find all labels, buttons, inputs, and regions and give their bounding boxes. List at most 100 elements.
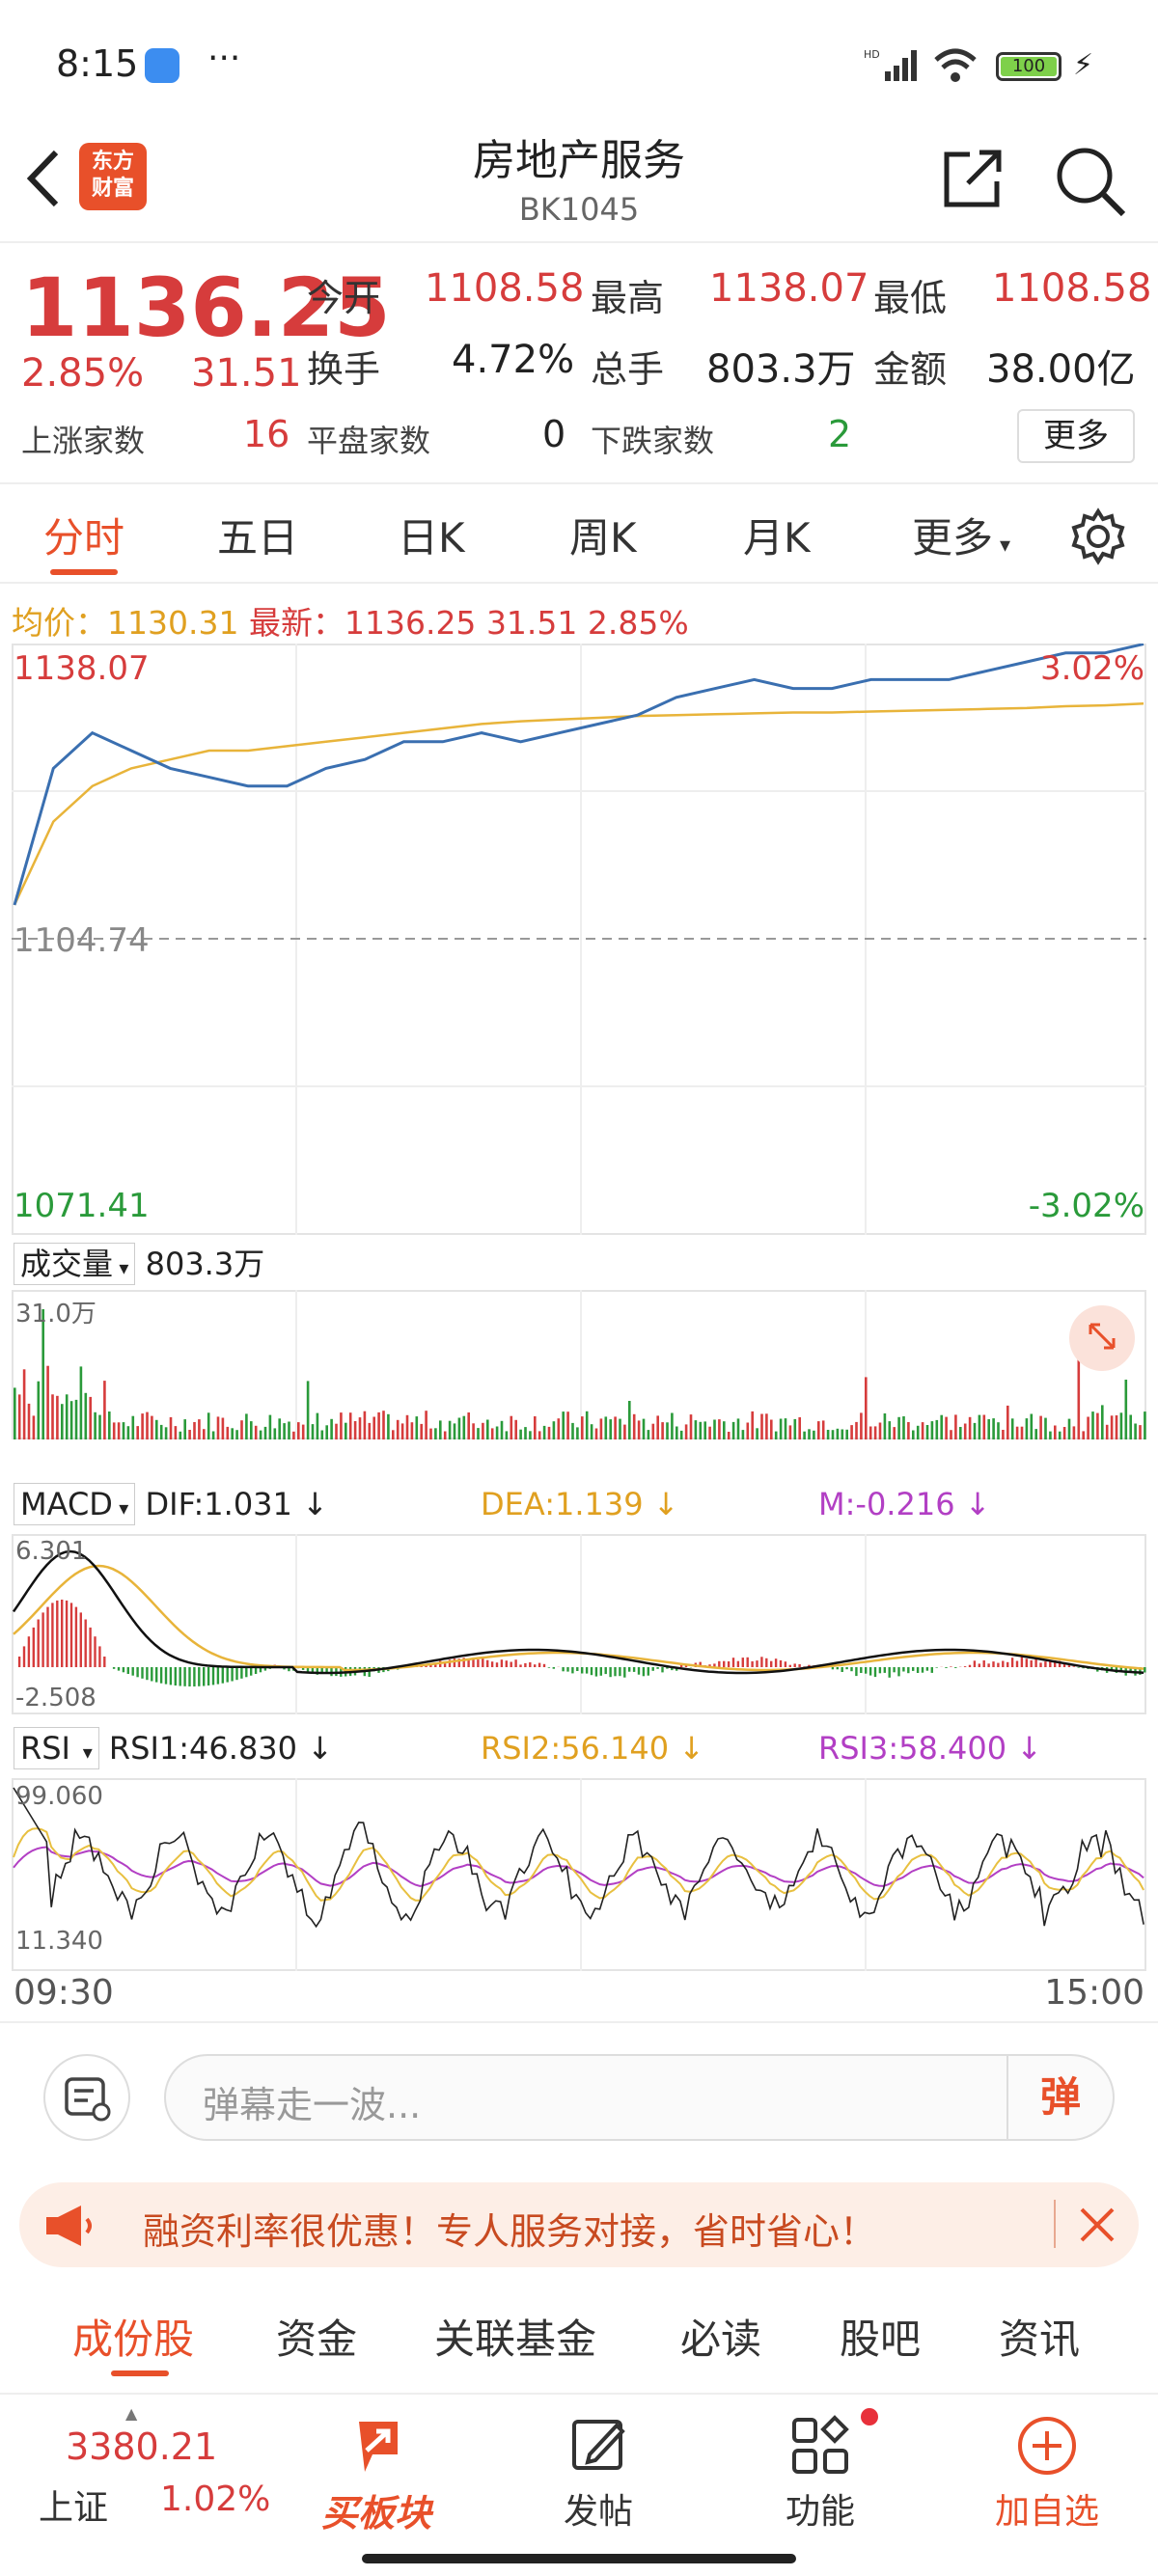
subtab-news[interactable]: 资讯 xyxy=(999,2316,1081,2363)
volume-bar xyxy=(259,1430,262,1439)
volume-bar xyxy=(198,1419,201,1439)
volume-chart[interactable] xyxy=(12,1290,1146,1439)
macd-bar xyxy=(1144,1667,1146,1673)
macd-bar xyxy=(51,1603,54,1667)
volume-bar xyxy=(1067,1418,1071,1439)
subtab-related-funds[interactable]: 关联基金 xyxy=(434,2316,597,2363)
volume-bar xyxy=(865,1377,868,1439)
tab-weekly-k[interactable]: 周K xyxy=(569,514,637,562)
close-icon[interactable] xyxy=(1076,2204,1118,2246)
page-title: 房地产服务 xyxy=(473,136,685,185)
macd-bar xyxy=(1077,1667,1080,1668)
macd-bar xyxy=(245,1667,248,1678)
macd-indicator-select[interactable]: MACD ▾ xyxy=(14,1483,136,1525)
amount-value: 38.00亿 xyxy=(986,347,1136,392)
danmu-input[interactable]: 弹幕走一波... 弹 xyxy=(164,2054,1115,2141)
macd-bar xyxy=(254,1667,258,1674)
danmu-send-button[interactable]: 弹 xyxy=(1006,2056,1113,2139)
volume-bar xyxy=(788,1425,792,1439)
volume-bar xyxy=(122,1422,125,1439)
more-button[interactable]: 更多 xyxy=(1017,409,1135,463)
macd-bar xyxy=(784,1661,787,1667)
rsi-indicator-select[interactable]: RSI ▾ xyxy=(14,1727,99,1769)
volume-bar xyxy=(392,1430,395,1439)
volume-bar xyxy=(231,1428,234,1439)
volume-bar xyxy=(108,1411,111,1439)
price-bottom-label: 1071.41 xyxy=(14,1187,150,1225)
subtab-forum[interactable]: 股吧 xyxy=(840,2316,922,2363)
price-chart[interactable] xyxy=(12,644,1146,1235)
volume-bar xyxy=(519,1429,522,1439)
back-icon[interactable] xyxy=(19,145,68,212)
promo-banner[interactable]: 融资利率很优惠！专人服务对接，省时省心！ xyxy=(19,2182,1139,2267)
volume-bar xyxy=(581,1416,584,1439)
volume-bar xyxy=(396,1419,400,1439)
macd-dea: DEA:1.139 ↓ xyxy=(481,1486,679,1522)
tab-five-day[interactable]: 五日 xyxy=(217,514,299,562)
volume-bar xyxy=(288,1421,290,1439)
volume-bar xyxy=(335,1423,338,1439)
volume-bar xyxy=(1034,1429,1037,1439)
volume-bar xyxy=(547,1426,551,1439)
subtab-must-read[interactable]: 必读 xyxy=(680,2316,762,2363)
macd-bar xyxy=(250,1667,253,1676)
volume-bar xyxy=(410,1422,414,1439)
volume-bar xyxy=(193,1422,196,1439)
promo-text: 融资利率很优惠！专人服务对接，省时省心！ xyxy=(143,2210,877,2253)
volume-bar xyxy=(283,1423,286,1439)
index-ticker[interactable]: ▲ 3380.21 上证 1.02% xyxy=(39,2404,270,2530)
macd-bar xyxy=(490,1661,494,1667)
index-name: 上证 xyxy=(39,2488,109,2528)
danmu-toggle-button[interactable] xyxy=(43,2054,130,2141)
macd-bar xyxy=(524,1662,527,1667)
volume-bar xyxy=(1020,1426,1024,1439)
volume-bar xyxy=(490,1428,494,1439)
macd-bar xyxy=(112,1667,116,1669)
volume-bar xyxy=(571,1422,574,1439)
volume-bar xyxy=(211,1431,215,1439)
high-label: 最高 xyxy=(591,277,665,319)
tab-daily-k[interactable]: 日K xyxy=(398,514,465,562)
rsi-chart[interactable] xyxy=(12,1778,1146,1971)
nav-buy-sector[interactable]: 买板块 xyxy=(314,2412,439,2537)
notification-dot xyxy=(861,2408,878,2425)
logo-line2: 财富 xyxy=(91,177,134,201)
volume-bar xyxy=(348,1412,352,1439)
macd-bar xyxy=(207,1667,210,1685)
volume-bar xyxy=(1062,1427,1066,1439)
share-icon[interactable] xyxy=(941,145,1008,212)
settings-icon[interactable] xyxy=(1069,507,1127,565)
current-price: 1136.25 xyxy=(21,260,391,355)
subtab-funds-flow[interactable]: 资金 xyxy=(276,2316,358,2363)
tab-more[interactable]: 更多 ▾ xyxy=(912,506,1010,564)
nav-add-watchlist[interactable]: 加自选 xyxy=(984,2412,1110,2537)
macd-bar xyxy=(22,1646,26,1667)
volume-bar xyxy=(632,1413,636,1439)
macd-bar xyxy=(893,1667,896,1673)
volume-bar xyxy=(482,1422,484,1439)
volume-bar xyxy=(1101,1405,1104,1439)
macd-bar xyxy=(151,1667,153,1682)
macd-bar xyxy=(103,1657,106,1667)
volume-bar xyxy=(542,1425,546,1439)
nav-post[interactable]: 发帖 xyxy=(540,2412,656,2537)
macd-bar xyxy=(117,1667,121,1671)
volume-bar xyxy=(594,1428,598,1439)
tab-intraday[interactable]: 分时 xyxy=(43,514,125,562)
volume-bar xyxy=(751,1411,754,1439)
search-icon[interactable] xyxy=(1052,143,1129,220)
volume-indicator-select[interactable]: 成交量 ▾ xyxy=(14,1243,136,1285)
macd-bar xyxy=(845,1667,848,1670)
macd-chart[interactable] xyxy=(12,1534,1146,1714)
macd-bar xyxy=(770,1660,773,1667)
subtab-constituents[interactable]: 成份股 xyxy=(72,2316,195,2363)
nav-functions[interactable]: 功能 xyxy=(762,2408,878,2537)
volume-bar xyxy=(1010,1418,1014,1439)
logo-line1: 东方 xyxy=(91,150,134,174)
volume-bar xyxy=(590,1424,593,1439)
tab-monthly-k[interactable]: 月K xyxy=(743,514,811,562)
dif-line xyxy=(12,1549,1144,1675)
macd-bar xyxy=(760,1657,763,1667)
macd-bar xyxy=(203,1667,206,1686)
turnover-label: 换手 xyxy=(307,348,381,391)
